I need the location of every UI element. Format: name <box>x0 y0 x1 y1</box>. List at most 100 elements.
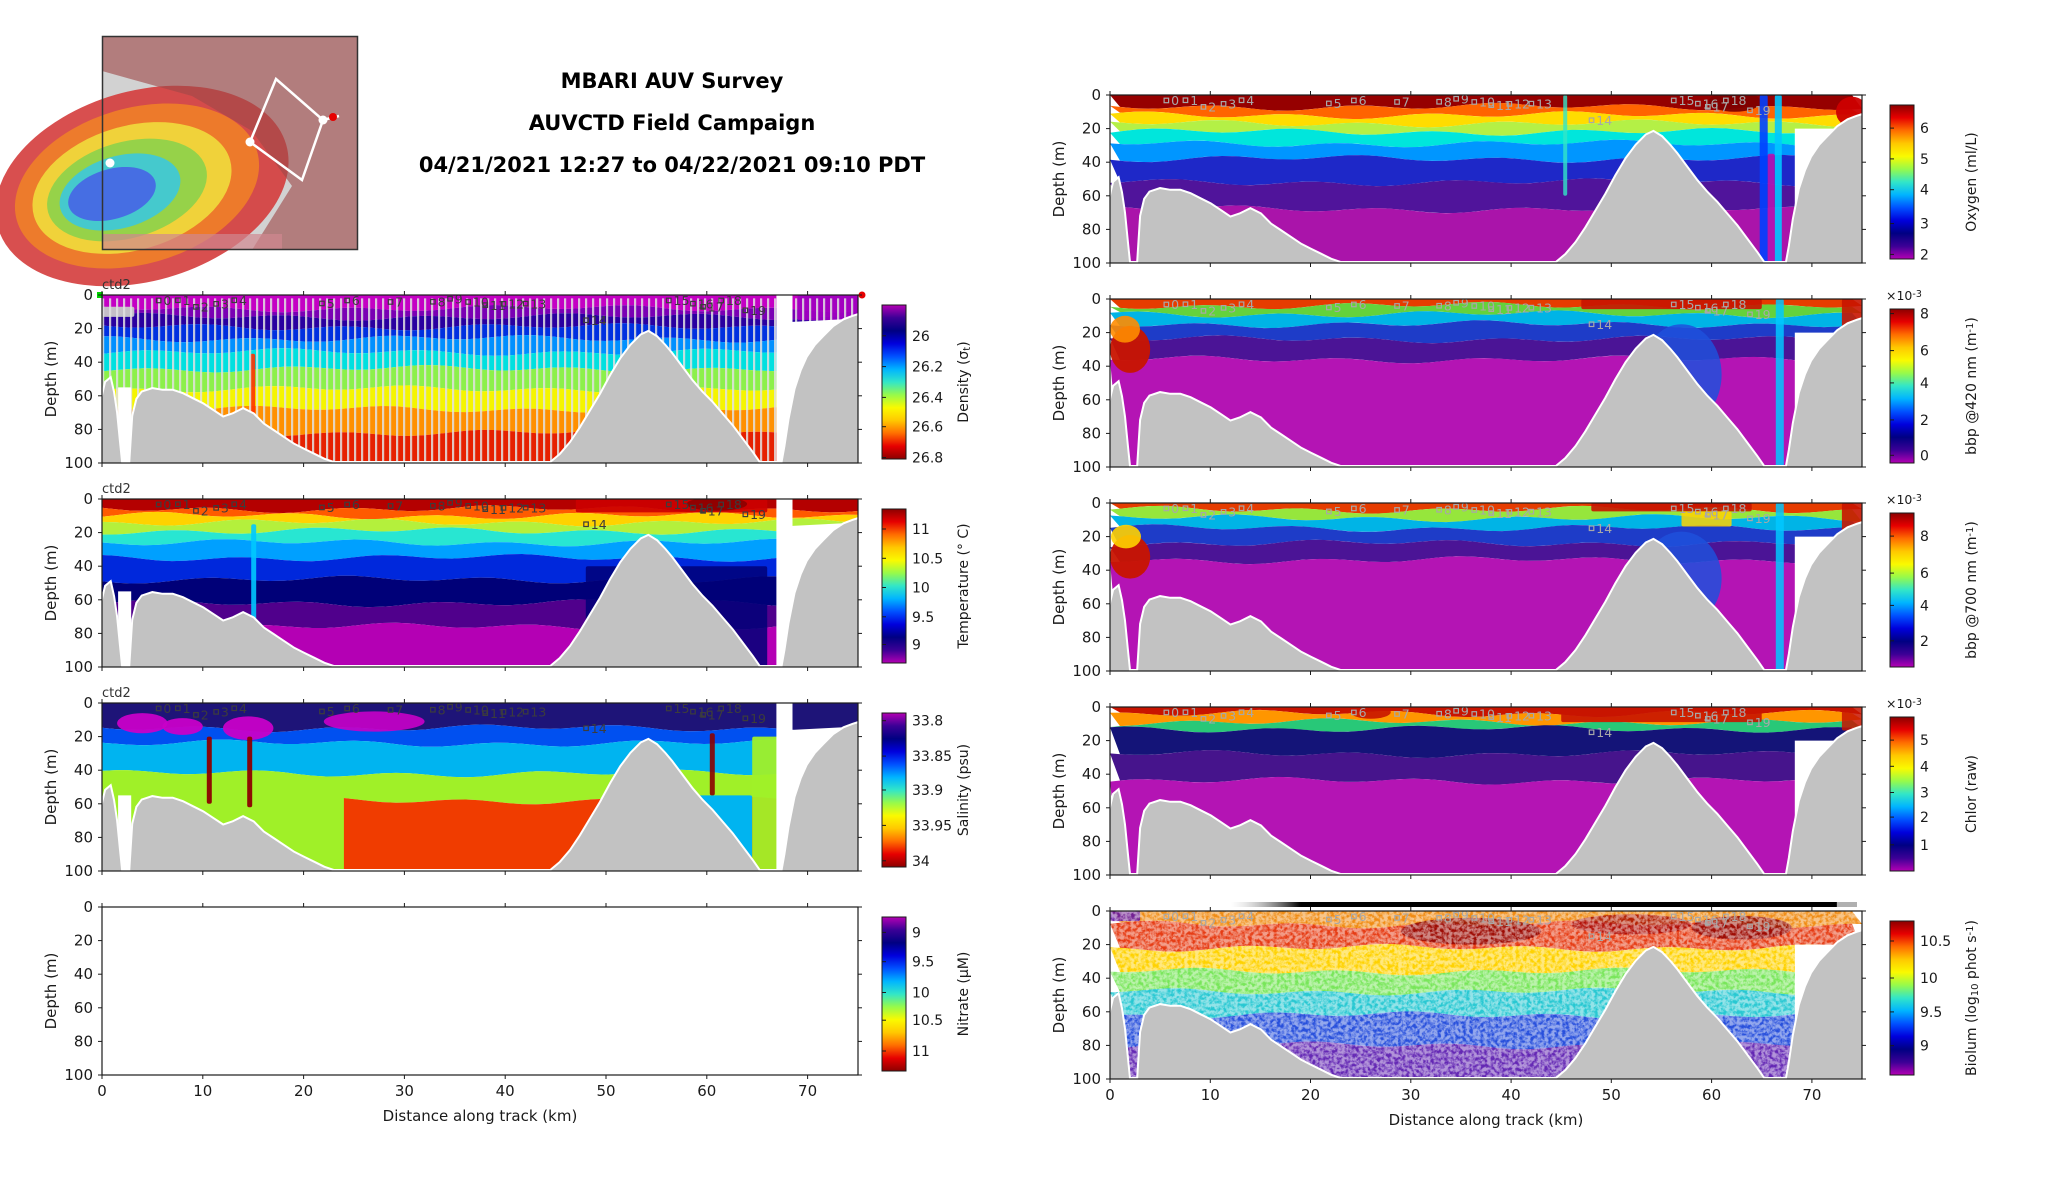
seafloor-halo <box>1110 521 1862 671</box>
waypoint-number: 9 <box>1461 92 1469 107</box>
waypoint-number: 16 <box>698 704 714 719</box>
oxygen-field <box>1110 95 1862 263</box>
density-field <box>102 295 858 463</box>
waypoint-number: 0 <box>163 293 171 308</box>
waypoint-number: 16 <box>1703 300 1719 315</box>
waypoint-number: 6 <box>1359 297 1367 312</box>
waypoint-number: 15 <box>674 701 690 716</box>
waypoint-number: 16 <box>1703 708 1719 723</box>
colorbar-title: Temperature (° C) <box>956 523 972 649</box>
waypoint-square <box>665 297 672 304</box>
x-tick-label: 40 <box>1502 1086 1521 1104</box>
waypoint-square <box>1722 505 1729 512</box>
title-line-3: 04/21/2021 12:27 to 04/22/2021 09:10 PDT <box>418 153 926 177</box>
waypoint-square <box>344 501 350 508</box>
waypoint-square <box>1394 711 1400 717</box>
waypoint-number: 18 <box>726 293 742 308</box>
x-axis: 0 10 20 30 40 50 60 70 Distance along track (km) <box>97 1082 817 1125</box>
waypoint-number: 18 <box>726 701 742 716</box>
waypoint-square <box>1453 503 1459 510</box>
x-tick-label: 10 <box>1201 1086 1220 1104</box>
waypoint-number: 6 <box>1359 93 1367 108</box>
waypoint-number: 0 <box>1171 93 1179 108</box>
waypoint-square <box>1200 308 1207 314</box>
waypoint-square <box>1528 916 1535 923</box>
seafloor-halo <box>102 313 858 463</box>
colorbar-tick-label: 26.4 <box>912 390 943 406</box>
y-axis-title: Depth (m) <box>1050 957 1068 1034</box>
waypoint-number: 8 <box>1444 503 1452 518</box>
waypoint-number: 15 <box>1679 501 1695 516</box>
x-tick-label: 0 <box>97 1082 107 1100</box>
y-tick-label: 60 <box>74 387 93 405</box>
waypoint-square <box>1163 301 1170 308</box>
waypoint-number: 14 <box>591 721 607 736</box>
waypoint-square <box>718 501 725 508</box>
colorbar-tick-label: 26 <box>912 329 930 345</box>
seafloor <box>1110 523 1862 671</box>
panel-chlor: 0 1 2 3 4 5 6 7 8 9 10 11 12 13 14 15 16 17 18 19 0 20 40 60 80 1… <box>1040 687 1994 887</box>
waypoint-square <box>1326 304 1332 311</box>
waypoint-square <box>1436 302 1442 309</box>
waypoint-square <box>1200 512 1207 518</box>
waypoint-square <box>583 725 589 732</box>
y-tick-label: 20 <box>1082 528 1101 546</box>
waypoint-number: 5 <box>1334 300 1342 315</box>
waypoint-number: 13 <box>1536 96 1552 111</box>
waypoint-square <box>1436 914 1442 921</box>
waypoint-square <box>1506 304 1513 311</box>
waypoint-number: 12 <box>508 501 524 516</box>
y-tick-label: 20 <box>74 524 93 542</box>
bbp420-field <box>1110 299 1862 467</box>
waypoint-square <box>193 712 199 718</box>
waypoint-square <box>1488 714 1495 721</box>
waypoint-number: 16 <box>1703 504 1719 519</box>
waypoint-square <box>155 501 162 508</box>
colorbar-tick-label: 10.5 <box>912 551 943 567</box>
waypoint-number: 7 <box>1402 911 1410 926</box>
waypoint-number: 15 <box>1679 909 1695 924</box>
colorbar-tick-label: 5 <box>1920 152 1929 168</box>
biolum-top-bar <box>1230 902 1857 907</box>
waypoint-number: 19 <box>1755 715 1771 730</box>
waypoint-number: 7 <box>1402 299 1410 314</box>
waypoint-number: 8 <box>438 703 446 718</box>
y-tick-label: 0 <box>83 490 93 508</box>
y-tick-label: 60 <box>1082 1003 1101 1021</box>
seafloor <box>1110 727 1862 875</box>
seafloor <box>1110 319 1862 467</box>
waypoint-square <box>1471 507 1478 513</box>
waypoint-number: 10 <box>1479 299 1495 314</box>
colorbar-tick-label: 33.8 <box>912 714 943 730</box>
panel-nitrate: 0 20 40 60 80 100 Depth (m) 0 10 20 30 40 50 60 70 Dist… <box>32 887 986 1135</box>
seafloor <box>1110 115 1862 263</box>
waypoint-square <box>742 511 749 518</box>
land-mass <box>102 36 358 250</box>
waypoint-number: 0 <box>1171 705 1179 720</box>
colorbar-title: bbp @420 nm (m-1) <box>1964 317 1980 455</box>
colorbar-tick-label: 4 <box>1920 598 1929 614</box>
axes-frame <box>1106 499 1866 675</box>
waypoint-number: 13 <box>530 500 546 515</box>
waypoint-number: 6 <box>1359 909 1367 924</box>
waypoint-square <box>1453 707 1459 714</box>
nitrate-field <box>102 907 858 1075</box>
chlor-field <box>1110 707 1862 875</box>
waypoint-square <box>174 501 181 508</box>
axes-frame <box>1106 907 1866 1083</box>
survey-track <box>248 76 325 183</box>
waypoint-square <box>1722 301 1729 308</box>
x-tick-label: 40 <box>496 1082 515 1100</box>
waypoint-square <box>465 503 471 509</box>
y-tick-label: 80 <box>1082 1036 1101 1054</box>
y-tick-label: 80 <box>74 1032 93 1050</box>
waypoint-square <box>1351 709 1357 716</box>
y-tick-label: 80 <box>74 420 93 438</box>
waypoint-square <box>1704 716 1711 722</box>
waypoint-number: 15 <box>1679 705 1695 720</box>
axes-frame <box>98 291 862 467</box>
seafloor <box>102 519 858 667</box>
y-tick-label: 20 <box>74 932 93 950</box>
